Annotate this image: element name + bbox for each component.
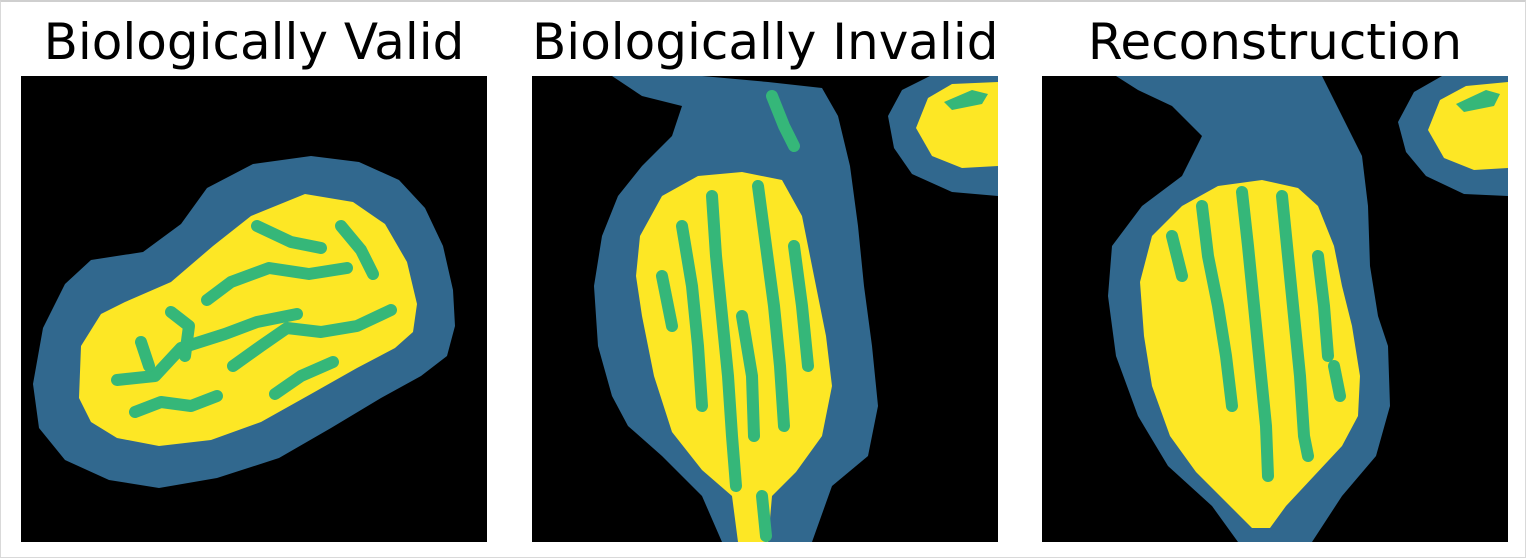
panel-title: Reconstruction xyxy=(1087,13,1463,71)
panel-biologically-invalid: Biologically Invalid xyxy=(532,0,998,560)
panel-title: Biologically Valid xyxy=(43,13,465,71)
panel-reconstruction: Reconstruction xyxy=(1042,0,1508,560)
mitochondrion-invalid-image xyxy=(532,76,998,542)
mitochondrion-valid-image xyxy=(21,76,487,542)
mitochondrion-reconstruction-image xyxy=(1042,76,1508,542)
panel-biologically-valid: Biologically Valid xyxy=(21,0,487,560)
panel-title: Biologically Invalid xyxy=(532,13,999,71)
